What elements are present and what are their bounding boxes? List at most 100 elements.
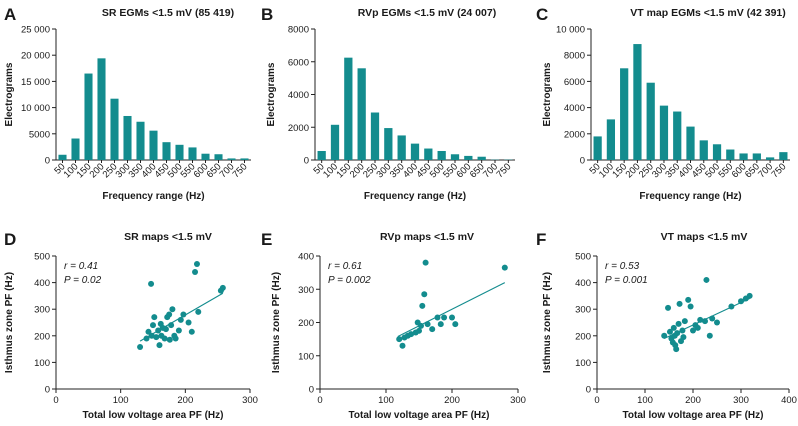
data-point xyxy=(166,312,172,318)
data-point xyxy=(671,325,677,331)
x-tick-label: 300 xyxy=(242,395,258,406)
chart-title: RVp maps <1.5 mV xyxy=(380,231,474,243)
bar-500hz xyxy=(713,144,721,160)
bar-250hz xyxy=(647,83,655,160)
data-point xyxy=(709,316,715,322)
p-value-label: P = 0.001 xyxy=(605,275,648,286)
x-tick-label: 300 xyxy=(733,395,749,406)
y-tick-label: 300 xyxy=(575,305,591,316)
data-point xyxy=(162,335,168,341)
r-value-label: r = 0.41 xyxy=(64,261,98,272)
y-tick-label: 0 xyxy=(586,385,591,396)
y-tick-label: 200 xyxy=(575,331,591,342)
bar-450hz xyxy=(424,149,432,160)
x-tick-label: 750 xyxy=(494,161,513,180)
y-tick-label: 400 xyxy=(298,252,314,263)
x-tick-label: 100 xyxy=(113,395,129,406)
data-point xyxy=(148,281,154,287)
bar-550hz xyxy=(726,150,734,160)
data-point xyxy=(685,297,691,303)
bar-750hz xyxy=(240,158,248,160)
x-tick-label: 200 xyxy=(177,395,193,406)
data-point xyxy=(677,301,683,307)
data-point xyxy=(438,321,444,327)
data-point xyxy=(192,269,198,275)
y-tick-label: 300 xyxy=(298,285,314,296)
bar-700hz xyxy=(227,158,235,160)
bar-150hz xyxy=(84,74,92,160)
data-point xyxy=(186,320,192,326)
data-point xyxy=(449,315,455,321)
bar-250hz xyxy=(110,99,118,160)
bar-600hz xyxy=(464,156,472,160)
chart-title: VT map EGMs <1.5 mV (42 391) xyxy=(630,7,786,19)
bar-350hz xyxy=(398,135,406,160)
y-tick-label: 500 xyxy=(34,252,50,263)
panel-letter: D xyxy=(4,230,16,249)
data-point xyxy=(679,327,685,333)
data-point xyxy=(452,321,458,327)
y-tick-label: 5000 xyxy=(29,129,50,140)
bar-200hz xyxy=(358,68,366,160)
p-value-label: P = 0.002 xyxy=(328,275,371,286)
y-tick-label: 100 xyxy=(34,358,50,369)
bar-50hz xyxy=(58,155,66,160)
bar-350hz xyxy=(136,122,144,160)
data-point xyxy=(673,346,679,352)
y-tick-label: 4000 xyxy=(564,103,585,114)
x-tick-label: 100 xyxy=(378,395,394,406)
x-tick-label: 750 xyxy=(769,161,788,180)
x-tick-label: 300 xyxy=(510,395,526,406)
x-axis-label: Total low voltage area PF (Hz) xyxy=(623,410,764,421)
bar-100hz xyxy=(331,125,339,160)
y-tick-label: 6000 xyxy=(288,57,309,68)
data-point xyxy=(180,312,186,318)
r-value-label: r = 0.53 xyxy=(605,261,640,272)
y-tick-label: 200 xyxy=(34,331,50,342)
bar-200hz xyxy=(633,44,641,160)
bar-650hz xyxy=(478,157,486,160)
x-tick-label: 400 xyxy=(781,395,797,406)
y-tick-label: 0 xyxy=(309,385,314,396)
y-tick-label: 10 000 xyxy=(21,103,50,114)
y-tick-label: 0 xyxy=(45,156,50,167)
bar-550hz xyxy=(451,154,459,160)
data-point xyxy=(194,261,200,267)
bar-650hz xyxy=(753,153,761,160)
bar-200hz xyxy=(97,58,105,160)
y-axis-label: Electrograms xyxy=(542,62,553,126)
chart-title: SR EGMs <1.5 mV (85 419) xyxy=(102,7,234,19)
bar-650hz xyxy=(214,154,222,160)
data-point xyxy=(429,326,435,332)
bar-50hz xyxy=(318,151,326,160)
chart-title: SR maps <1.5 mV xyxy=(124,231,212,243)
y-axis-label: Isthmus zone PF (Hz) xyxy=(4,272,15,373)
panel-letter: A xyxy=(4,5,16,24)
y-tick-label: 2000 xyxy=(288,123,309,134)
data-point xyxy=(195,309,201,315)
bar-350hz xyxy=(673,112,681,160)
bar-750hz xyxy=(779,152,787,160)
data-point xyxy=(418,323,424,329)
bar-300hz xyxy=(660,106,668,160)
bar-400hz xyxy=(411,144,419,160)
y-tick-label: 500 xyxy=(575,252,591,263)
data-point xyxy=(220,285,226,291)
x-tick-label: 0 xyxy=(317,395,322,406)
panel-letter: E xyxy=(261,230,272,249)
data-point xyxy=(680,334,686,340)
bar-600hz xyxy=(201,154,209,160)
data-point xyxy=(425,321,431,327)
data-point xyxy=(189,329,195,335)
bar-450hz xyxy=(700,140,708,160)
y-tick-label: 10 000 xyxy=(556,25,585,36)
data-point xyxy=(703,277,709,283)
y-tick-label: 20 000 xyxy=(21,51,50,62)
y-axis-label: Isthmus zone PF (Hz) xyxy=(542,272,553,373)
panel-letter: F xyxy=(536,230,546,249)
x-axis-label: Frequency range (Hz) xyxy=(639,191,741,202)
